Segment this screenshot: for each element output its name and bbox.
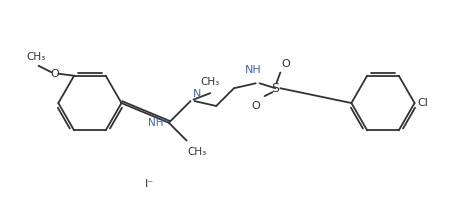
Text: S: S	[271, 82, 279, 95]
Text: CH₃: CH₃	[188, 147, 207, 157]
Text: NH⁺: NH⁺	[148, 118, 169, 128]
Text: O: O	[252, 101, 261, 111]
Text: O: O	[282, 60, 290, 69]
Text: I⁻: I⁻	[144, 179, 154, 189]
Text: O: O	[50, 69, 59, 79]
Text: Cl: Cl	[418, 98, 428, 108]
Text: CH₃: CH₃	[26, 52, 45, 62]
Text: CH₃: CH₃	[200, 77, 220, 87]
Text: NH: NH	[245, 65, 262, 75]
Text: N: N	[193, 89, 201, 99]
